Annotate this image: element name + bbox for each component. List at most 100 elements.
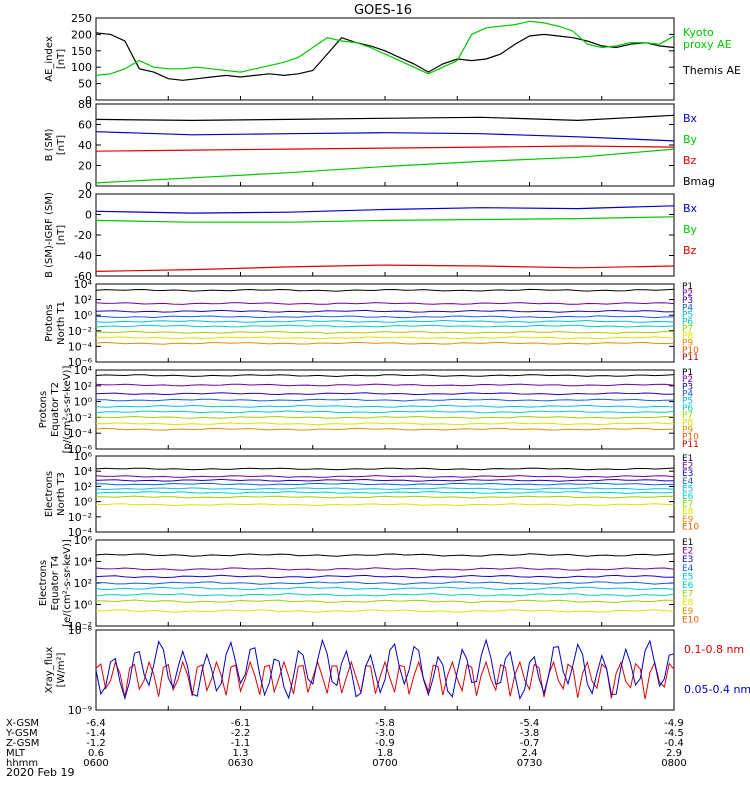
flux-line xyxy=(95,336,675,340)
legend-entry: P10 xyxy=(682,346,699,356)
legend-entry: E5 xyxy=(682,572,693,582)
y-tick-label: 10² xyxy=(74,294,92,307)
xaxis-row-value: -2.2 xyxy=(231,728,251,739)
y-axis-label: [e/(cm²-s-sr-keV)] xyxy=(62,539,73,627)
legend-entry: P1 xyxy=(682,368,693,378)
legend-entry: E1 xyxy=(682,454,693,464)
xray-short-line xyxy=(95,660,675,700)
xaxis-row-value: -6.1 xyxy=(231,718,251,729)
flux-line xyxy=(95,482,675,486)
y-tick-label: 10⁰ xyxy=(74,496,93,509)
y-tick-label: 0 xyxy=(85,180,92,193)
flux-line xyxy=(95,503,675,507)
y-tick-label: 10⁻⁹ xyxy=(68,704,92,717)
panel-4: 10⁻⁶ 10⁻⁴ 10⁻² 10⁰ 10² 10⁴ Protons North T1 P1P2… xyxy=(44,278,699,369)
series-line xyxy=(95,216,675,223)
legend-entry: Themis AE xyxy=(682,64,741,77)
series-line xyxy=(95,20,675,76)
series-line xyxy=(95,114,675,122)
legend-entry: Bmag xyxy=(683,175,715,188)
flux-line xyxy=(95,495,675,499)
flux-line xyxy=(95,315,675,319)
y-tick-label: 10⁻⁴ xyxy=(68,526,93,539)
panel-frame xyxy=(95,193,675,277)
xaxis-row-label: Y-GSM xyxy=(5,728,38,739)
xaxis-row-value: 2.4 xyxy=(522,748,538,759)
series-line xyxy=(95,32,675,81)
legend-entry: E2 xyxy=(682,462,693,472)
flux-line xyxy=(95,341,675,345)
y-axis-label: [nT] xyxy=(56,225,67,245)
flux-line xyxy=(95,567,675,571)
y-tick-label: 10⁴ xyxy=(74,465,93,478)
xaxis-row-value: 1.8 xyxy=(377,748,393,759)
y-tick-label: 10⁻⁴ xyxy=(68,427,93,440)
y-axis-label: AE_index xyxy=(44,36,55,82)
y-tick-label: 10⁻⁴ xyxy=(68,340,93,353)
y-tick-label: 10⁰ xyxy=(74,599,93,612)
xaxis-row-value: -6.4 xyxy=(86,718,106,729)
legend-entry: P3 xyxy=(682,296,693,306)
legend-entry: E10 xyxy=(682,522,699,532)
flux-line xyxy=(95,475,675,478)
y-tick-label: 10⁴ xyxy=(74,278,93,291)
legend-entry: P10 xyxy=(682,433,699,443)
y-axis-label: B (SM) xyxy=(44,128,55,161)
y-tick-label: 10⁻⁶ xyxy=(68,443,93,456)
flux-line xyxy=(95,302,675,305)
flux-line xyxy=(95,427,675,431)
y-tick-label: 150 xyxy=(71,45,92,58)
y-axis-label: Electrons xyxy=(44,471,55,517)
xaxis-row-value: -0.4 xyxy=(664,738,684,749)
xaxis-row-label: MLT xyxy=(6,748,26,759)
y-axis-label: Protons xyxy=(44,304,55,341)
flux-line xyxy=(95,288,675,292)
y-tick-label: 10⁶ xyxy=(74,534,93,547)
flux-line xyxy=(95,599,675,604)
xaxis-row-value: -1.1 xyxy=(231,738,251,749)
y-axis-label: Equator T2 xyxy=(50,382,61,437)
y-axis-label: Xray_flux xyxy=(44,647,55,694)
legend-entry: P3 xyxy=(682,382,693,392)
y-tick-label: 10⁴ xyxy=(74,556,93,569)
series-line xyxy=(95,264,675,272)
xaxis-row-label: hhmm xyxy=(6,758,38,769)
y-axis-label: North T3 xyxy=(56,472,67,516)
y-tick-label: 200 xyxy=(71,28,92,41)
y-axis-label: Protons xyxy=(38,391,49,428)
panel-frame xyxy=(95,103,675,187)
panel-3: -60 -40 -20 0 20 B (SM)-IGRF (SM) [nT] Bx By Bz xyxy=(44,188,698,283)
xaxis-row-value: -1.4 xyxy=(86,728,106,739)
xaxis-row-value: -0.9 xyxy=(375,738,395,749)
y-tick-label: 10⁻⁸ xyxy=(68,624,93,637)
panel-7: 10⁻² 10⁰ 10² 10⁴ 10⁶ Electrons Equator T4 [e/(c… xyxy=(38,534,699,633)
y-tick-label: 10⁻² xyxy=(68,325,92,338)
y-axis-label: Electrons xyxy=(38,560,49,606)
xaxis-row-value: 0730 xyxy=(517,758,542,769)
legend-entry: 0.05-0.4 nm xyxy=(684,683,750,696)
xaxis-row-value: 0.6 xyxy=(88,748,104,759)
y-tick-label: 10⁰ xyxy=(74,396,93,409)
xaxis-row-value: 2.9 xyxy=(666,748,682,759)
flux-line xyxy=(95,392,675,396)
legend-entry: E2 xyxy=(682,547,693,557)
legend-entry: P4 xyxy=(682,390,693,400)
legend-entry: P11 xyxy=(682,353,699,363)
y-tick-label: 80 xyxy=(78,98,92,111)
legend-entry: P8 xyxy=(682,332,693,342)
y-axis-label: [p/(cm²-s-sr-keV)] xyxy=(62,366,73,454)
panel-frame xyxy=(95,283,675,363)
legend-entry: E6 xyxy=(682,492,694,502)
legend-entry: By xyxy=(683,133,698,146)
xaxis-row-value: 0800 xyxy=(661,758,686,769)
y-tick-label: 10⁶ xyxy=(74,450,93,463)
panel-frame xyxy=(95,629,675,711)
legend-entry: P6 xyxy=(682,317,693,327)
panel-frame xyxy=(95,17,675,101)
panel-frame xyxy=(95,455,675,533)
flux-line xyxy=(95,415,675,419)
y-axis-label: Equator T4 xyxy=(50,556,61,611)
xaxis-row-value: -3.8 xyxy=(520,728,540,739)
